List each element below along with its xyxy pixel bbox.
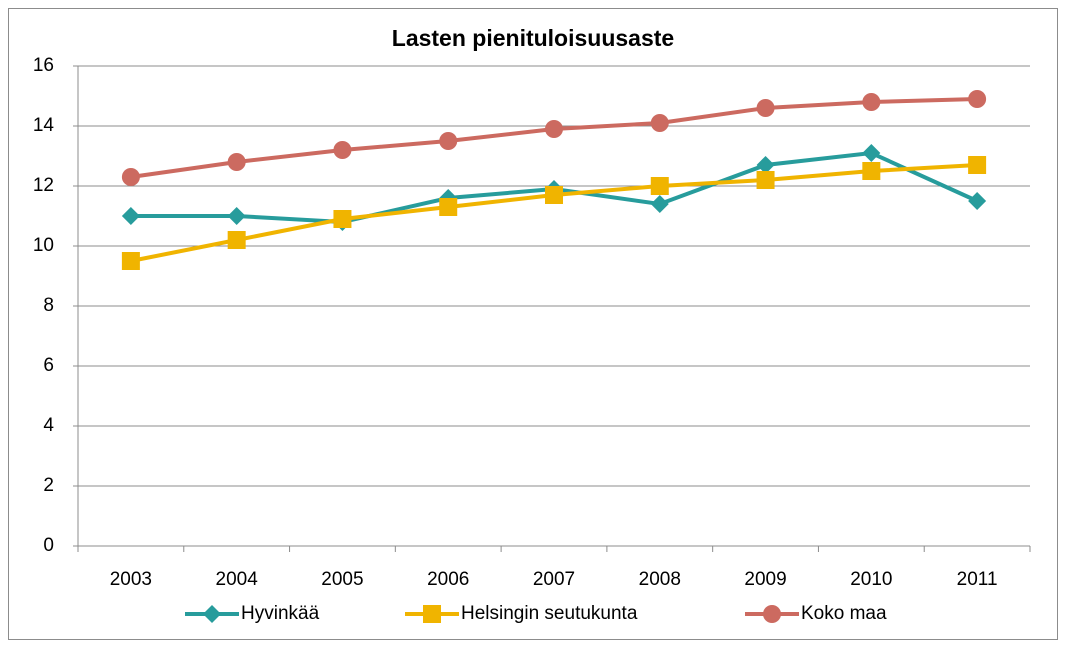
x-tick-label: 2008 [639, 569, 681, 590]
y-tick-label: 14 [33, 115, 55, 136]
x-tick-label: 2011 [957, 569, 998, 590]
marker [121, 207, 140, 225]
chart-frame [8, 8, 1058, 640]
legend-label: Koko maa [801, 603, 887, 624]
marker [756, 99, 775, 117]
x-tick-label: 2010 [850, 569, 892, 590]
marker [862, 144, 881, 162]
marker [650, 114, 669, 132]
marker [756, 156, 775, 174]
marker [121, 252, 140, 270]
legend-marker [423, 605, 441, 623]
y-tick-label: 16 [33, 55, 54, 76]
legend-label: Helsingin seutukunta [461, 603, 638, 624]
marker [333, 210, 352, 228]
y-tick-label: 10 [33, 235, 54, 256]
marker [227, 153, 246, 171]
x-tick-label: 2004 [216, 569, 259, 590]
x-tick-label: 2007 [533, 569, 575, 590]
y-tick-label: 8 [43, 295, 54, 316]
x-tick-label: 2009 [744, 569, 786, 590]
x-tick-label: 2003 [110, 569, 152, 590]
x-tick-label: 2005 [321, 569, 363, 590]
marker [545, 120, 563, 138]
marker [227, 231, 246, 249]
marker [756, 171, 775, 189]
y-tick-label: 6 [43, 355, 54, 376]
y-tick-label: 12 [33, 175, 54, 196]
y-tick-label: 0 [43, 535, 54, 556]
marker [439, 132, 458, 150]
marker [121, 168, 140, 186]
marker [650, 177, 669, 195]
marker [968, 192, 987, 210]
marker [968, 90, 987, 108]
marker [333, 141, 352, 159]
marker [439, 198, 458, 216]
marker [968, 156, 987, 174]
y-tick-label: 4 [43, 415, 54, 436]
x-tick-label: 2006 [427, 569, 469, 590]
legend-marker [203, 605, 221, 623]
marker [227, 207, 246, 225]
marker [650, 195, 669, 213]
marker [862, 162, 881, 180]
y-tick-label: 2 [43, 475, 54, 496]
marker [862, 93, 881, 111]
chart-title: Lasten pienituloisuusaste [392, 25, 674, 51]
legend-marker [763, 605, 781, 623]
marker [545, 186, 563, 204]
legend-label: Hyvinkää [241, 603, 320, 624]
